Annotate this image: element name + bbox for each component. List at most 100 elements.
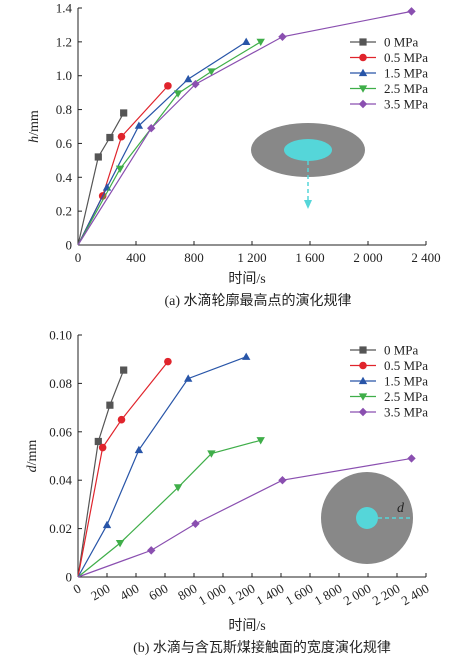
legend-label: 0 MPa: [384, 343, 419, 358]
series-line: [77, 41, 262, 246]
legend-label: 2.5 MPa: [384, 81, 428, 96]
y-tick-label: 0.2: [56, 204, 72, 219]
x-tick-label: 1 200: [237, 250, 266, 265]
data-point: [134, 121, 144, 129]
data-point: [117, 132, 126, 141]
y-tick-label: 0.6: [56, 136, 73, 151]
legend-marker: [359, 53, 367, 62]
data-point: [117, 415, 126, 424]
data-point: [407, 454, 416, 463]
data-point: [256, 38, 265, 47]
x-tick-label: 1 000: [196, 581, 229, 609]
series-0-mpa: [77, 366, 128, 578]
x-tick-label: 0: [70, 581, 83, 597]
x-tick-label: 800: [184, 250, 204, 265]
legend-marker: [359, 38, 367, 46]
legend-marker: [358, 376, 368, 385]
data-point: [164, 82, 172, 90]
x-tick-label: 1 800: [312, 581, 345, 609]
data-point: [164, 357, 172, 366]
y-tick-label: 0.4: [56, 170, 73, 185]
legend-label: 0.5 MPa: [384, 358, 428, 373]
x-tick-label: 0: [75, 250, 82, 265]
legend-marker: [359, 346, 367, 354]
legend-marker: [359, 361, 367, 370]
data-point: [120, 109, 128, 117]
data-point: [120, 366, 128, 374]
series-line: [77, 10, 412, 246]
data-point: [94, 437, 102, 446]
legend-label: 0.5 MPa: [384, 50, 428, 65]
series-line: [77, 439, 261, 578]
y-tick-label: 1.2: [56, 34, 72, 49]
legend-marker: [358, 85, 368, 93]
y-tick-label: 1.4: [56, 1, 73, 16]
legend-label: 1.5 MPa: [384, 66, 428, 81]
data-point: [207, 68, 216, 76]
legend-label: 3.5 MPa: [384, 405, 428, 420]
x-tick-label: 2 400: [411, 250, 440, 265]
x-tick-label: 2 400: [399, 581, 432, 609]
data-point: [256, 437, 265, 445]
series-3-5-mpa: [77, 7, 416, 246]
x-axis-title: 时间/s: [228, 271, 265, 287]
x-tick-label: 1 200: [225, 581, 258, 609]
data-point: [102, 520, 112, 529]
x-tick-label: 800: [175, 581, 199, 604]
series-line: [77, 361, 169, 578]
data-point: [407, 7, 416, 16]
x-tick-label: 1 600: [283, 581, 316, 609]
legend-marker: [358, 393, 368, 401]
legend-label: 2.5 MPa: [384, 389, 428, 404]
data-point: [134, 445, 144, 454]
y-tick-label: 0: [66, 238, 73, 253]
y-tick-label: 0: [66, 570, 73, 585]
x-tick-label: 400: [126, 250, 146, 265]
y-axis-title: h/mm: [27, 110, 42, 143]
data-point: [191, 519, 200, 528]
chart-caption: (a) 水滴轮廓最高点的演化规律: [164, 292, 351, 309]
data-point: [278, 32, 287, 41]
y-tick-label: 0.10: [49, 328, 72, 343]
data-point: [147, 123, 156, 133]
data-point: [173, 90, 183, 98]
data-point: [242, 352, 251, 360]
series-line: [77, 41, 247, 246]
x-tick-label: 600: [146, 581, 170, 604]
data-point: [207, 450, 216, 458]
y-tick-label: 0.06: [49, 424, 72, 439]
data-point: [98, 443, 107, 452]
legend-marker: [358, 99, 368, 109]
legend-marker: [358, 68, 368, 77]
legend-marker: [358, 407, 368, 417]
x-tick-label: 2 000: [341, 581, 374, 609]
x-tick-label: 400: [117, 581, 141, 604]
data-point: [184, 374, 193, 382]
x-tick-label: 2 200: [370, 581, 403, 609]
series-line: [77, 112, 125, 246]
data-point: [278, 476, 287, 485]
series-0-5-mpa: [77, 357, 172, 578]
data-point: [242, 37, 251, 46]
height-arrow-head: [304, 200, 312, 209]
legend-label: 0 MPa: [384, 35, 419, 50]
data-point: [147, 546, 156, 555]
y-tick-label: 0.04: [49, 473, 72, 488]
chart-caption: (b) 水滴与含瓦斯煤接触面的宽度演化规律: [133, 639, 391, 656]
droplet-circle: [356, 507, 378, 529]
data-point: [106, 401, 114, 409]
data-point: [115, 539, 125, 548]
y-tick-label: 0.08: [49, 376, 72, 391]
data-point: [191, 79, 200, 89]
data-point: [184, 74, 193, 83]
y-tick-label: 1.0: [56, 68, 72, 83]
y-tick-label: 0.02: [49, 521, 72, 536]
legend-label: 3.5 MPa: [384, 97, 428, 112]
chart-panel-a: (a) 水滴轮廓最高点的演化规律 00.20.40.60.81.01.21.40…: [27, 1, 441, 310]
data-point: [94, 153, 102, 161]
series-2-5-mpa: [77, 437, 265, 578]
series-1-5-mpa: [77, 352, 251, 578]
axes: 0 0.2 0.4 0.6 0.8 1.0 1.2 1.4 0 400 800 1 200 1 600 2…: [27, 1, 441, 288]
